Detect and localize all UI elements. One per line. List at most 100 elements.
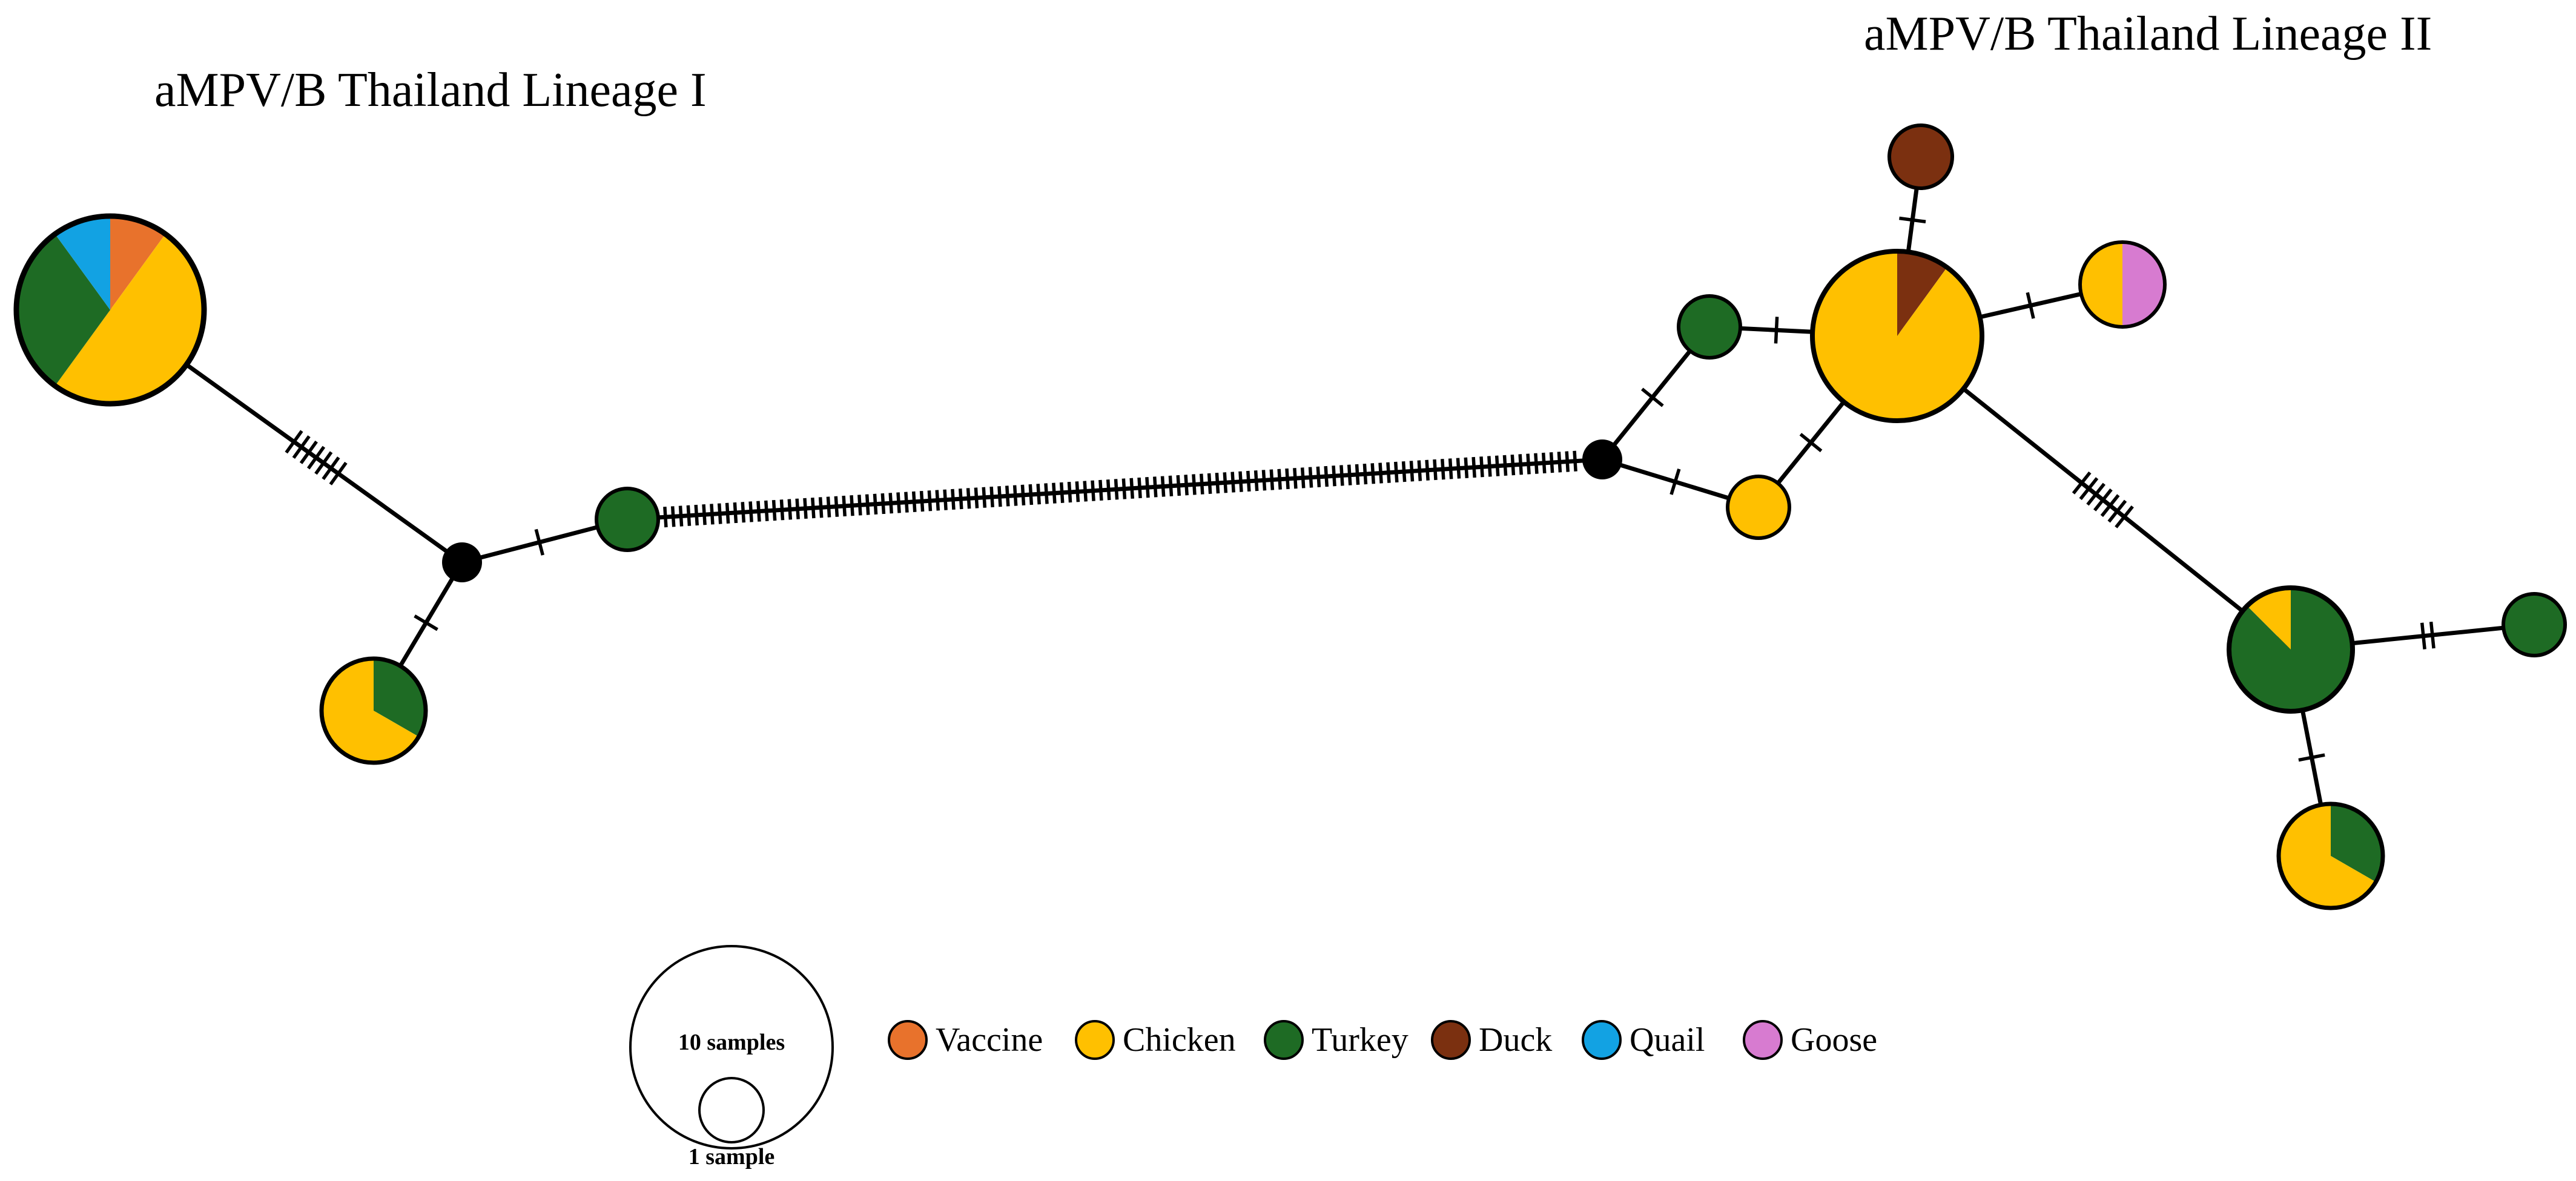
mutation-tick bbox=[1028, 484, 1034, 505]
node-outline bbox=[2502, 592, 2567, 657]
lineage-2-title: aMPV/B Thailand Lineage II bbox=[1864, 7, 2432, 61]
mutation-tick bbox=[2429, 621, 2436, 649]
mutation-tick bbox=[1441, 459, 1445, 480]
legend-swatch-duck bbox=[1431, 1020, 1471, 1060]
mutation-tick bbox=[1253, 470, 1259, 492]
pie-slice-chicken bbox=[2279, 804, 2376, 908]
haplotype-node-L1_turkey bbox=[595, 487, 660, 552]
mutation-tick bbox=[842, 495, 847, 517]
mutation-tick bbox=[943, 489, 948, 510]
legend-swatch-chicken bbox=[1075, 1020, 1115, 1060]
haplotype-node-MV1 bbox=[442, 542, 482, 582]
mutation-tick bbox=[2100, 494, 2120, 518]
mutation-tick bbox=[1448, 458, 1453, 479]
mutation-tick bbox=[1207, 473, 1212, 495]
mutation-tick bbox=[1300, 467, 1306, 489]
mutation-tick bbox=[1774, 317, 1779, 344]
mutation-tick bbox=[1347, 464, 1352, 485]
mutation-tick bbox=[1293, 468, 1298, 489]
mutation-tick bbox=[1012, 485, 1018, 506]
mutation-tick bbox=[2086, 482, 2105, 506]
mutation-tick bbox=[2420, 622, 2426, 650]
mutation-tick bbox=[1425, 459, 1430, 481]
mutation-tick bbox=[1799, 433, 1823, 453]
pie-slice-turkey bbox=[1679, 296, 1740, 358]
pie-slice-duck bbox=[1889, 125, 1952, 188]
mutation-tick bbox=[1052, 482, 1057, 504]
pie-slice-chicken bbox=[1812, 251, 1983, 421]
mutation-tick bbox=[1487, 456, 1492, 477]
mutation-tick bbox=[678, 505, 684, 527]
mutation-tick bbox=[850, 495, 854, 516]
legend-label-goose: Goose bbox=[1791, 1021, 1877, 1059]
mutation-tick bbox=[1098, 479, 1103, 501]
haplotype-node-L2_turkey_major bbox=[2227, 585, 2355, 714]
mutation-tick bbox=[1145, 477, 1150, 498]
mutation-tick bbox=[314, 451, 333, 475]
pie-slice-turkey bbox=[16, 234, 110, 386]
mutation-tick bbox=[2107, 499, 2127, 523]
legend-swatch-goose bbox=[1743, 1020, 1783, 1060]
mutation-tick bbox=[811, 497, 816, 519]
node-outline bbox=[1677, 294, 1742, 360]
mutation-tick bbox=[2298, 753, 2325, 762]
mutation-tick bbox=[1433, 459, 1438, 481]
size-legend-small-circle bbox=[698, 1077, 765, 1143]
legend-item-duck: Duck bbox=[1431, 1020, 1552, 1060]
size-legend-small-label: 1 sample bbox=[689, 1144, 775, 1169]
mutation-tick bbox=[694, 504, 699, 526]
node-outline bbox=[2276, 801, 2385, 910]
legend-item-goose: Goose bbox=[1743, 1020, 1877, 1060]
mutation-tick bbox=[1215, 472, 1220, 494]
mutation-tick bbox=[896, 492, 901, 513]
mutation-tick bbox=[888, 493, 894, 514]
mutation-tick bbox=[927, 490, 933, 512]
mutation-tick bbox=[1020, 484, 1026, 505]
mutation-tick bbox=[764, 500, 769, 522]
haplotype-node-MV2 bbox=[1582, 439, 1622, 479]
legend-label-quail: Quail bbox=[1630, 1021, 1705, 1059]
mutation-tick bbox=[1471, 456, 1476, 478]
mutation-tick bbox=[1510, 454, 1516, 476]
mutation-tick bbox=[1083, 481, 1088, 502]
mutation-tick bbox=[911, 491, 917, 513]
median-vector bbox=[442, 542, 482, 582]
haplotype-node-L2_goose_mix bbox=[2078, 240, 2167, 329]
haplotype-node-L2_duck bbox=[1887, 123, 1954, 190]
mutation-tick bbox=[1246, 470, 1251, 492]
mutation-tick bbox=[1386, 462, 1391, 483]
mutation-tick bbox=[2115, 505, 2134, 528]
mutation-tick bbox=[1067, 481, 1072, 503]
pie-slice-turkey bbox=[596, 489, 658, 550]
mutation-tick bbox=[1518, 454, 1523, 475]
mutation-tick bbox=[1129, 478, 1135, 499]
pie-slice-chicken bbox=[2247, 588, 2291, 650]
pie-slice-quail bbox=[54, 216, 110, 310]
mutation-tick bbox=[1899, 216, 1926, 223]
pie-slice-turkey bbox=[2229, 588, 2353, 712]
pie-slice-chicken bbox=[2080, 242, 2122, 327]
mutation-tick bbox=[733, 502, 738, 524]
pie-slice-turkey bbox=[2503, 594, 2565, 656]
mutation-tick bbox=[329, 461, 348, 485]
mutation-tick bbox=[1176, 475, 1181, 496]
legend-item-quail: Quail bbox=[1582, 1020, 1705, 1060]
mutation-tick bbox=[1152, 476, 1158, 498]
mutation-tick bbox=[292, 435, 311, 459]
legend-item-turkey: Turkey bbox=[1264, 1020, 1409, 1060]
haplotype-node-L2_mixed_b bbox=[2276, 801, 2385, 910]
mutation-tick bbox=[1339, 465, 1344, 486]
mutation-tick bbox=[306, 446, 326, 470]
node-outline bbox=[1887, 123, 1954, 190]
mutation-tick bbox=[1223, 472, 1228, 493]
mutation-tick bbox=[1534, 453, 1539, 474]
mutation-tick bbox=[1324, 465, 1329, 487]
mutation-tick bbox=[919, 490, 925, 512]
mutation-tick bbox=[966, 488, 971, 509]
mutation-tick bbox=[1230, 472, 1235, 493]
mutation-tick bbox=[1355, 464, 1360, 485]
mutation-tick bbox=[1549, 452, 1554, 473]
mutation-tick bbox=[857, 495, 862, 516]
mutation-tick bbox=[826, 496, 831, 518]
